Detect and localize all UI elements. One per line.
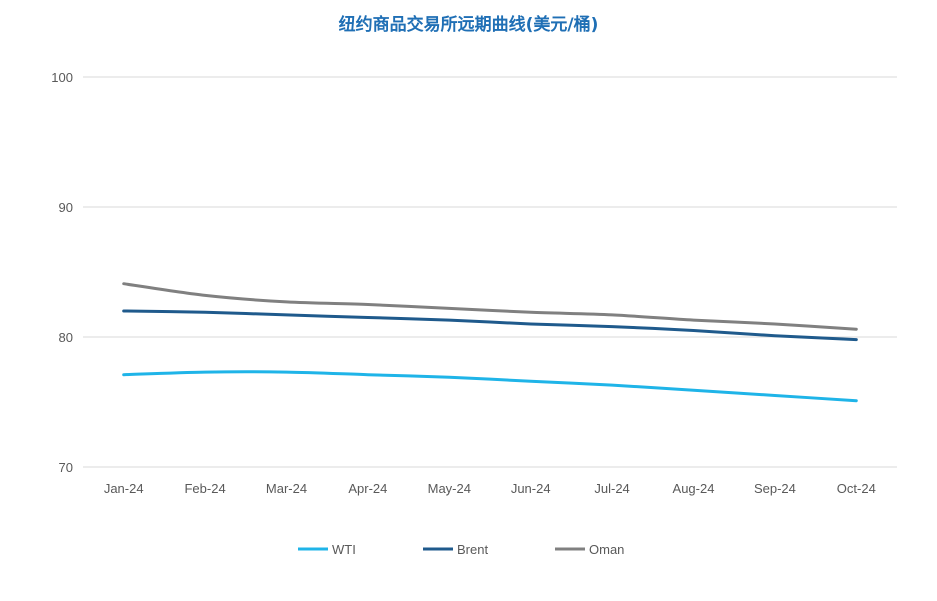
x-tick-label: Jun-24	[511, 481, 551, 496]
x-axis: Jan-24 Feb-24 Mar-24 Apr-24 May-24 Jun-24 Jul-…	[104, 481, 876, 496]
series-line-brent	[122, 309, 858, 342]
x-tick-label: Mar-24	[266, 481, 307, 496]
legend: WTI Brent Oman	[298, 542, 624, 557]
x-tick-label: Oct-24	[837, 481, 876, 496]
legend-label-brent: Brent	[457, 542, 488, 557]
series-lines	[122, 282, 858, 403]
x-tick-label: Jan-24	[104, 481, 144, 496]
series-line-oman	[122, 282, 858, 331]
y-tick-label: 70	[59, 460, 73, 475]
x-tick-label: Feb-24	[184, 481, 225, 496]
chart-title: 纽约商品交易所远期曲线(美元/桶)	[338, 15, 599, 35]
legend-label-wti: WTI	[332, 542, 356, 557]
x-tick-label: Jul-24	[594, 481, 629, 496]
x-tick-label: Sep-24	[754, 481, 796, 496]
y-axis: 70 80 90 100	[51, 70, 73, 475]
legend-label-oman: Oman	[589, 542, 624, 557]
y-tick-label: 80	[59, 330, 73, 345]
x-tick-label: May-24	[428, 481, 471, 496]
y-tick-label: 90	[59, 200, 73, 215]
y-tick-label: 100	[51, 70, 73, 85]
x-tick-label: Apr-24	[348, 481, 387, 496]
x-tick-label: Aug-24	[673, 481, 715, 496]
series-line-wti	[122, 370, 858, 403]
gridlines	[83, 76, 897, 468]
